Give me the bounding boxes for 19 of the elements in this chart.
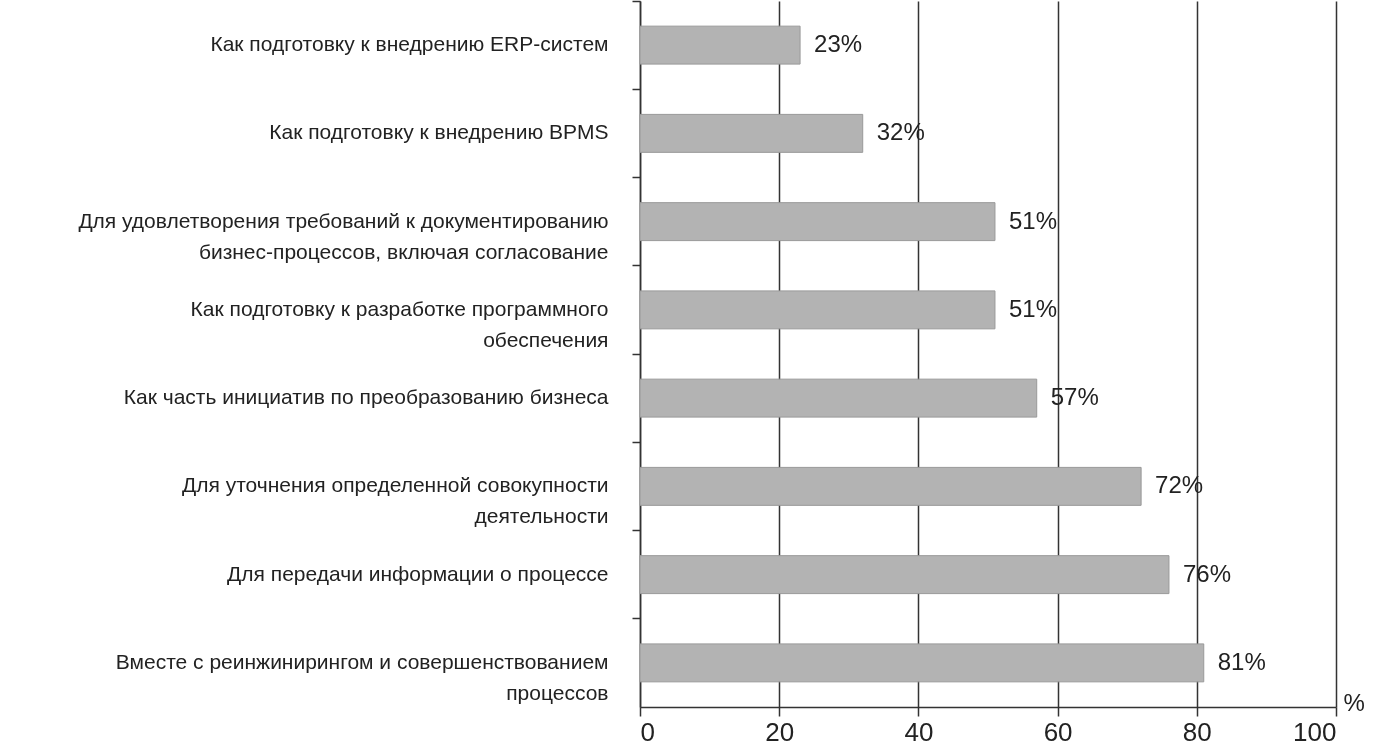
x-tick-label: 80 xyxy=(1182,716,1212,747)
data-label: 51% xyxy=(1008,294,1058,322)
x-tick-label: 0 xyxy=(640,716,655,747)
data-label: 23% xyxy=(814,30,863,58)
y-tick-label: Как часть инициатив по преобразованию бизнеса xyxy=(123,385,609,409)
data-label: 51% xyxy=(1008,206,1058,234)
y-tick-label: Как подготовку к внедрению BPMS xyxy=(269,120,609,144)
data-label: 81% xyxy=(1217,647,1266,675)
x-tick-label: 100 xyxy=(1293,716,1337,747)
y-tick-label: Для передачи информации о процессе xyxy=(227,561,609,585)
y-tick-label: Для уточнения определенной совокупности деятельности xyxy=(181,473,609,528)
y-tick-label: Как подготовку к внедрению ERP-систем xyxy=(210,32,609,56)
x-tick-label: 40 xyxy=(904,716,934,747)
x-tick-label: 20 xyxy=(765,716,795,747)
y-tick-label: Для удовлетворения требований к документированию бизнес-процессов, включая согласование xyxy=(78,208,609,263)
y-tick-label: Вместе с реинжинирингом и совершенствованием процессов xyxy=(115,649,609,704)
x-axis-title: % xyxy=(1343,688,1365,716)
x-tick-label: 60 xyxy=(1043,716,1073,747)
y-tick-label: Как подготовку к разработке программного обеспечения xyxy=(190,296,609,351)
